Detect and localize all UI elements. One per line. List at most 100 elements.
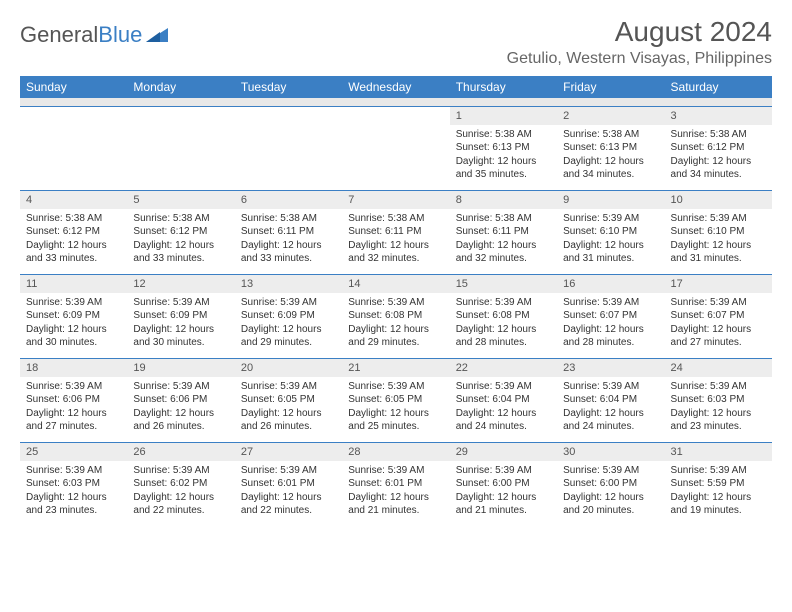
day-details: Sunrise: 5:39 AMSunset: 6:08 PMDaylight:… [342, 293, 449, 358]
day-details: Sunrise: 5:39 AMSunset: 6:04 PMDaylight:… [557, 377, 664, 442]
day-of-week-row: Sunday Monday Tuesday Wednesday Thursday… [20, 76, 772, 98]
day-cell: 27Sunrise: 5:39 AMSunset: 6:01 PMDayligh… [235, 442, 342, 526]
day-cell: 19Sunrise: 5:39 AMSunset: 6:06 PMDayligh… [127, 358, 234, 442]
day-details: Sunrise: 5:39 AMSunset: 6:09 PMDaylight:… [235, 293, 342, 358]
logo: GeneralBlue [20, 16, 168, 48]
day-cell [20, 106, 127, 190]
sunrise-text: Sunrise: 5:39 AM [133, 296, 228, 310]
day-number: 10 [665, 191, 772, 209]
dow-friday: Friday [557, 76, 664, 98]
day-details: Sunrise: 5:38 AMSunset: 6:13 PMDaylight:… [557, 125, 664, 190]
sunrise-text: Sunrise: 5:39 AM [133, 464, 228, 478]
day-number: 5 [127, 191, 234, 209]
day-number: 7 [342, 191, 449, 209]
day-number: 18 [20, 359, 127, 377]
daylight-text: Daylight: 12 hours and 34 minutes. [671, 155, 766, 182]
day-cell: 24Sunrise: 5:39 AMSunset: 6:03 PMDayligh… [665, 358, 772, 442]
sunset-text: Sunset: 6:13 PM [456, 141, 551, 155]
logo-text-general: General [20, 22, 98, 48]
daylight-text: Daylight: 12 hours and 19 minutes. [671, 491, 766, 518]
week-row: 11Sunrise: 5:39 AMSunset: 6:09 PMDayligh… [20, 274, 772, 358]
day-details: Sunrise: 5:38 AMSunset: 6:11 PMDaylight:… [342, 209, 449, 274]
sunset-text: Sunset: 6:04 PM [563, 393, 658, 407]
day-cell: 17Sunrise: 5:39 AMSunset: 6:07 PMDayligh… [665, 274, 772, 358]
sunrise-text: Sunrise: 5:39 AM [563, 296, 658, 310]
sunrise-text: Sunrise: 5:39 AM [671, 296, 766, 310]
sunrise-text: Sunrise: 5:39 AM [348, 380, 443, 394]
sunrise-text: Sunrise: 5:39 AM [563, 464, 658, 478]
sunrise-text: Sunrise: 5:39 AM [133, 380, 228, 394]
day-number: 24 [665, 359, 772, 377]
day-number: 28 [342, 443, 449, 461]
sunrise-text: Sunrise: 5:39 AM [26, 296, 121, 310]
day-cell [235, 106, 342, 190]
sunrise-text: Sunrise: 5:39 AM [26, 464, 121, 478]
sunset-text: Sunset: 6:03 PM [671, 393, 766, 407]
day-cell: 29Sunrise: 5:39 AMSunset: 6:00 PMDayligh… [450, 442, 557, 526]
daylight-text: Daylight: 12 hours and 25 minutes. [348, 407, 443, 434]
daylight-text: Daylight: 12 hours and 22 minutes. [133, 491, 228, 518]
sunset-text: Sunset: 6:01 PM [241, 477, 336, 491]
week-row: 18Sunrise: 5:39 AMSunset: 6:06 PMDayligh… [20, 358, 772, 442]
sunset-text: Sunset: 6:11 PM [241, 225, 336, 239]
sunrise-text: Sunrise: 5:39 AM [563, 380, 658, 394]
daylight-text: Daylight: 12 hours and 26 minutes. [133, 407, 228, 434]
daylight-text: Daylight: 12 hours and 27 minutes. [671, 323, 766, 350]
day-details: Sunrise: 5:39 AMSunset: 6:07 PMDaylight:… [557, 293, 664, 358]
sunset-text: Sunset: 6:06 PM [26, 393, 121, 407]
day-details [20, 125, 127, 183]
sunrise-text: Sunrise: 5:38 AM [133, 212, 228, 226]
sunrise-text: Sunrise: 5:39 AM [456, 380, 551, 394]
day-number: 23 [557, 359, 664, 377]
day-cell: 9Sunrise: 5:39 AMSunset: 6:10 PMDaylight… [557, 190, 664, 274]
daylight-text: Daylight: 12 hours and 23 minutes. [26, 491, 121, 518]
daylight-text: Daylight: 12 hours and 29 minutes. [348, 323, 443, 350]
day-details: Sunrise: 5:39 AMSunset: 6:03 PMDaylight:… [665, 377, 772, 442]
daylight-text: Daylight: 12 hours and 33 minutes. [241, 239, 336, 266]
day-number [342, 107, 449, 125]
sunrise-text: Sunrise: 5:38 AM [563, 128, 658, 142]
sunrise-text: Sunrise: 5:39 AM [456, 296, 551, 310]
day-details: Sunrise: 5:39 AMSunset: 6:01 PMDaylight:… [235, 461, 342, 526]
daylight-text: Daylight: 12 hours and 27 minutes. [26, 407, 121, 434]
sunset-text: Sunset: 6:13 PM [563, 141, 658, 155]
day-cell: 3Sunrise: 5:38 AMSunset: 6:12 PMDaylight… [665, 106, 772, 190]
day-number: 29 [450, 443, 557, 461]
day-cell: 21Sunrise: 5:39 AMSunset: 6:05 PMDayligh… [342, 358, 449, 442]
sunrise-text: Sunrise: 5:38 AM [456, 212, 551, 226]
day-number: 2 [557, 107, 664, 125]
sunset-text: Sunset: 6:11 PM [456, 225, 551, 239]
daylight-text: Daylight: 12 hours and 32 minutes. [456, 239, 551, 266]
day-number: 30 [557, 443, 664, 461]
logo-text-blue: Blue [98, 22, 142, 48]
day-details: Sunrise: 5:39 AMSunset: 6:10 PMDaylight:… [557, 209, 664, 274]
day-cell: 25Sunrise: 5:39 AMSunset: 6:03 PMDayligh… [20, 442, 127, 526]
sunset-text: Sunset: 6:10 PM [563, 225, 658, 239]
day-details: Sunrise: 5:38 AMSunset: 6:12 PMDaylight:… [665, 125, 772, 190]
day-number: 17 [665, 275, 772, 293]
sunrise-text: Sunrise: 5:39 AM [348, 296, 443, 310]
sunset-text: Sunset: 6:02 PM [133, 477, 228, 491]
day-number: 15 [450, 275, 557, 293]
daylight-text: Daylight: 12 hours and 23 minutes. [671, 407, 766, 434]
day-details: Sunrise: 5:39 AMSunset: 6:02 PMDaylight:… [127, 461, 234, 526]
day-cell: 30Sunrise: 5:39 AMSunset: 6:00 PMDayligh… [557, 442, 664, 526]
day-cell: 13Sunrise: 5:39 AMSunset: 6:09 PMDayligh… [235, 274, 342, 358]
month-title: August 2024 [507, 16, 772, 48]
day-number: 3 [665, 107, 772, 125]
daylight-text: Daylight: 12 hours and 22 minutes. [241, 491, 336, 518]
daylight-text: Daylight: 12 hours and 29 minutes. [241, 323, 336, 350]
day-cell: 15Sunrise: 5:39 AMSunset: 6:08 PMDayligh… [450, 274, 557, 358]
sunrise-text: Sunrise: 5:39 AM [348, 464, 443, 478]
day-cell: 5Sunrise: 5:38 AMSunset: 6:12 PMDaylight… [127, 190, 234, 274]
day-number [235, 107, 342, 125]
day-number: 14 [342, 275, 449, 293]
day-cell: 1Sunrise: 5:38 AMSunset: 6:13 PMDaylight… [450, 106, 557, 190]
dow-sunday: Sunday [20, 76, 127, 98]
sunrise-text: Sunrise: 5:38 AM [26, 212, 121, 226]
day-number [20, 107, 127, 125]
sunset-text: Sunset: 6:06 PM [133, 393, 228, 407]
day-cell: 4Sunrise: 5:38 AMSunset: 6:12 PMDaylight… [20, 190, 127, 274]
sunrise-text: Sunrise: 5:38 AM [671, 128, 766, 142]
day-cell: 11Sunrise: 5:39 AMSunset: 6:09 PMDayligh… [20, 274, 127, 358]
